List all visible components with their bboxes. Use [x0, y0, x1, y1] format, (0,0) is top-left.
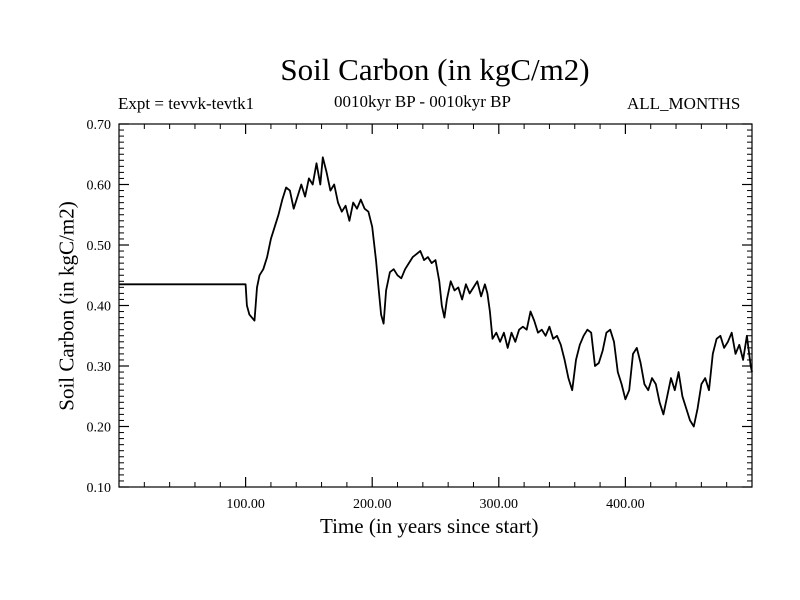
minor-y-ticks — [119, 129, 752, 482]
y-tick-label: 0.20 — [87, 421, 112, 436]
x-tick-label: 300.00 — [480, 497, 519, 512]
major-ticks — [119, 123, 752, 488]
x-tick-label: 100.00 — [226, 497, 265, 512]
x-tick-label: 400.00 — [606, 497, 645, 512]
y-tick-label: 0.10 — [87, 481, 112, 496]
y-tick-label: 0.30 — [87, 360, 112, 375]
y-tick-label: 0.50 — [87, 239, 112, 254]
period-label: 0010kyr BP - 0010kyr BP — [334, 92, 511, 111]
minor-x-ticks — [143, 124, 728, 487]
plot-frame — [118, 123, 753, 488]
y-tick-label: 0.60 — [87, 179, 112, 194]
experiment-label: Expt = tevvk-tevtk1 — [118, 94, 255, 113]
tick-labels: 100.00 200.00 300.00 400.00 0.10 0.20 0.30 0.40… — [87, 118, 645, 512]
x-axis-title: Time (in years since start) — [320, 514, 539, 538]
chart-title: Soil Carbon (in kgC/m2) — [280, 52, 590, 87]
y-tick-label: 0.70 — [87, 118, 112, 133]
y-tick-label: 0.40 — [87, 300, 112, 315]
months-label: ALL_MONTHS — [627, 94, 741, 113]
soil-carbon-line — [119, 156, 753, 428]
x-tick-label: 200.00 — [353, 497, 392, 512]
